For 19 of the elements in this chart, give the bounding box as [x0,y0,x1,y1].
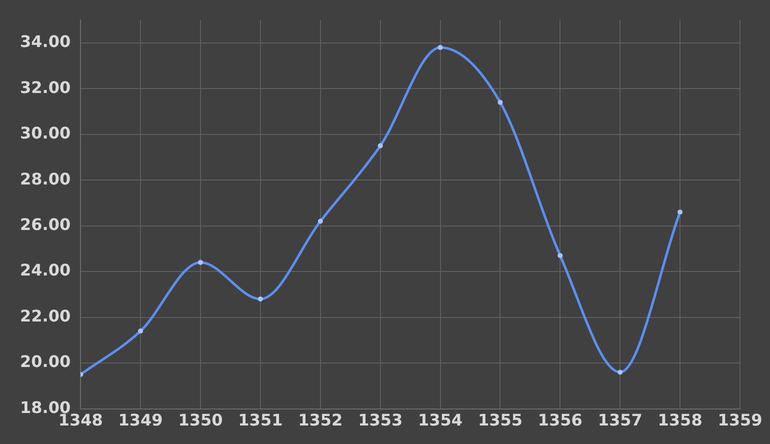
x-tick-label: 1351 [238,410,283,430]
x-tick-label: 1355 [478,410,522,430]
y-tick-label: 26.00 [20,214,71,234]
y-tick-label: 30.00 [20,124,71,143]
x-tick-label: 1358 [658,410,702,430]
y-tick-label: 24.00 [20,260,71,280]
y-tick-label: 20.00 [20,352,71,372]
x-tick-label: 1349 [118,410,163,430]
y-tick-label: 28.00 [20,169,71,188]
x-tick-label: 1356 [538,410,582,430]
x-tick-label: 1359 [718,410,762,430]
x-tick-label: 1354 [418,410,463,430]
y-tick-label: 32.00 [20,78,71,97]
y-tick-label: 34.00 [20,32,71,52]
y-tick-label: 22.00 [20,306,71,326]
x-tick-label: 1353 [358,410,403,430]
x-tick-label: 1350 [178,410,223,430]
x-tick-label: 1357 [598,410,642,430]
x-tick-label: 1352 [298,410,343,430]
